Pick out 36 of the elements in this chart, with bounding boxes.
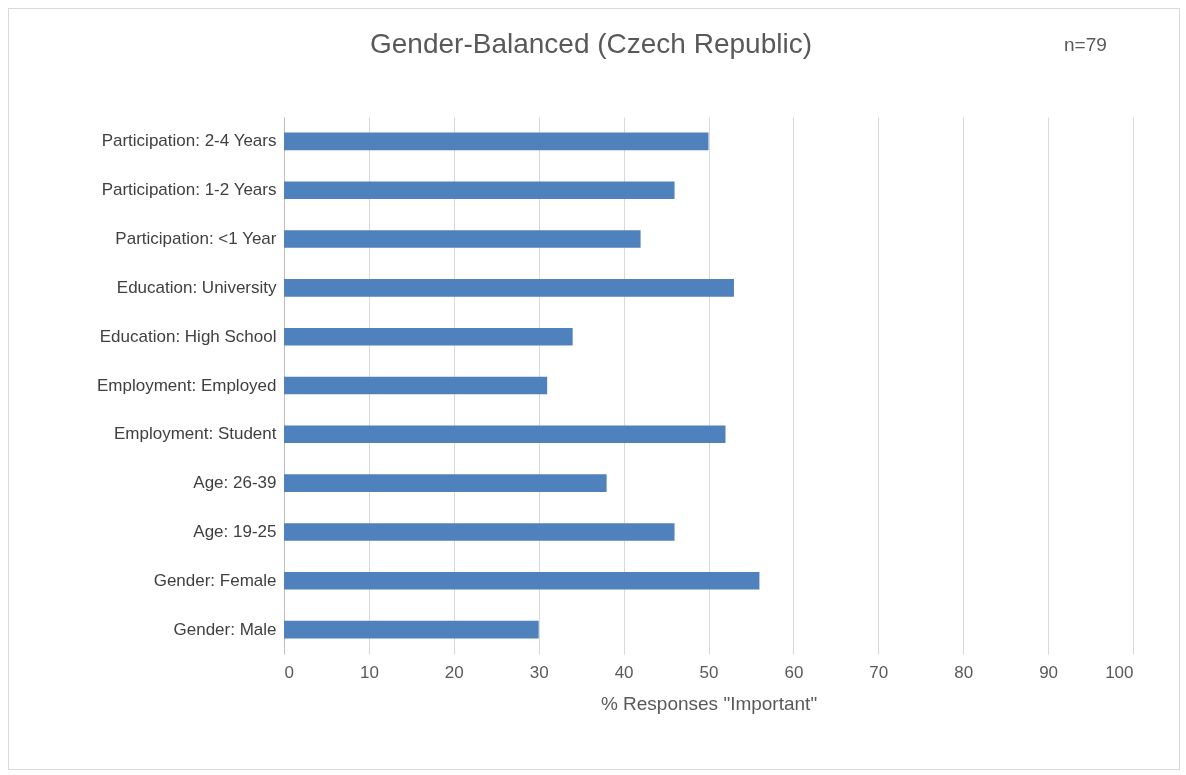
x-tick-label: 80: [954, 662, 974, 682]
x-tick-label: 50: [699, 662, 719, 682]
x-tick-label: 30: [529, 662, 549, 682]
bar: [284, 181, 675, 200]
x-tick-label: 40: [614, 662, 634, 682]
x-axis-title: % Responses "Important": [600, 692, 818, 714]
bar: [284, 571, 760, 590]
y-tick-label: Age: 26-39: [193, 473, 277, 493]
bar: [284, 230, 641, 248]
bar: [284, 523, 675, 541]
y-tick-label: Education: High School: [99, 326, 277, 346]
y-tick-label: Employment: Employed: [96, 375, 277, 395]
x-tick-label: 100: [1105, 662, 1134, 682]
x-tick-label: 10: [359, 662, 379, 682]
x-tick-label: 0: [284, 662, 294, 682]
y-tick-label: Age: 19-25: [193, 521, 277, 541]
y-tick-label: Participation: 2-4 Years: [101, 131, 277, 151]
x-tick-label: 60: [784, 662, 804, 682]
y-tick-label: Participation: 1-2 Years: [101, 180, 277, 200]
x-tick-label: 90: [1039, 662, 1059, 682]
bar: [284, 474, 607, 492]
bar: [284, 376, 548, 395]
y-tick-label: Education: University: [116, 277, 277, 297]
text: n=79: [1064, 34, 1107, 55]
chart-title: Gender-Balanced (Czech Republic): [370, 28, 812, 59]
bar: [284, 620, 539, 639]
bar: [284, 279, 734, 297]
y-tick-label: Gender: Female: [153, 570, 277, 590]
y-tick-label: Participation: <1 Year: [115, 229, 277, 249]
y-tick-label: Gender: Male: [173, 619, 277, 639]
y-tick-label: Employment: Student: [113, 424, 277, 444]
bar: [284, 132, 709, 151]
x-tick-label: 70: [869, 662, 889, 682]
x-tick-label: 20: [444, 662, 464, 682]
bar: [284, 425, 726, 444]
bar: [284, 327, 573, 346]
